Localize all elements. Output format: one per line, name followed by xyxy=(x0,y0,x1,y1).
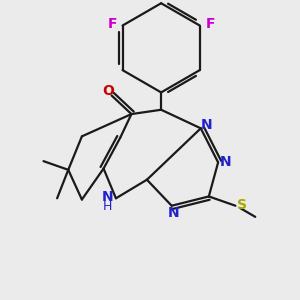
Text: N: N xyxy=(220,155,231,170)
Text: F: F xyxy=(206,17,215,31)
Text: N: N xyxy=(102,190,114,204)
Text: N: N xyxy=(168,206,179,220)
Text: O: O xyxy=(102,84,114,98)
Text: N: N xyxy=(201,118,213,132)
Text: S: S xyxy=(237,198,247,212)
Text: F: F xyxy=(107,17,117,31)
Text: H: H xyxy=(103,200,112,214)
